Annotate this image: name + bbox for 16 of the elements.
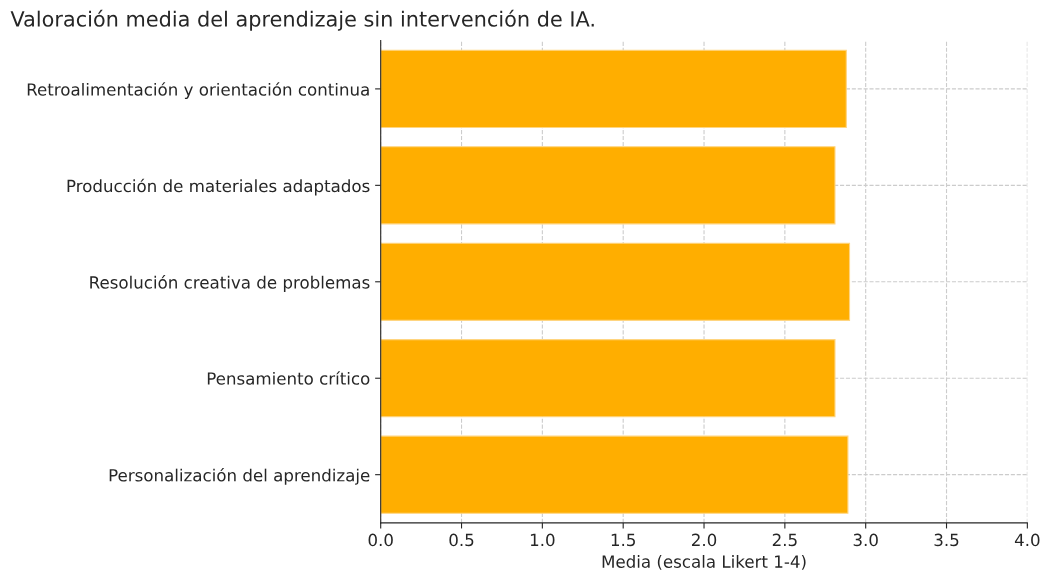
y-tick-label: Retroalimentación y orientación continua (27, 82, 369, 100)
x-tick-label: 1.5 (611, 533, 635, 547)
y-tick-label: Personalización del aprendizaje (109, 468, 370, 485)
y-tick-label: Pensamiento crítico (207, 371, 370, 385)
x-tick-label: 4.0 (1014, 533, 1040, 547)
y-tick-label: Resolución creativa de problemas (90, 275, 370, 292)
x-tick-label: 0.5 (449, 533, 474, 547)
x-tick-label: 2.5 (772, 533, 797, 547)
chart-title: Valoración media del aprendizaje sin intervención de IA. (10, 9, 594, 31)
x-axis-title: Media (escala Likert 1-4) (602, 555, 806, 570)
x-tick-label: 2.0 (691, 533, 717, 547)
y-tick-label: Producción de materiales adaptados (67, 178, 370, 196)
x-tick-label: 3.0 (853, 533, 878, 547)
x-tick-label: 1.0 (530, 533, 555, 547)
x-tick-label: 0.0 (368, 533, 393, 547)
x-tick-label: 3.5 (934, 533, 959, 547)
